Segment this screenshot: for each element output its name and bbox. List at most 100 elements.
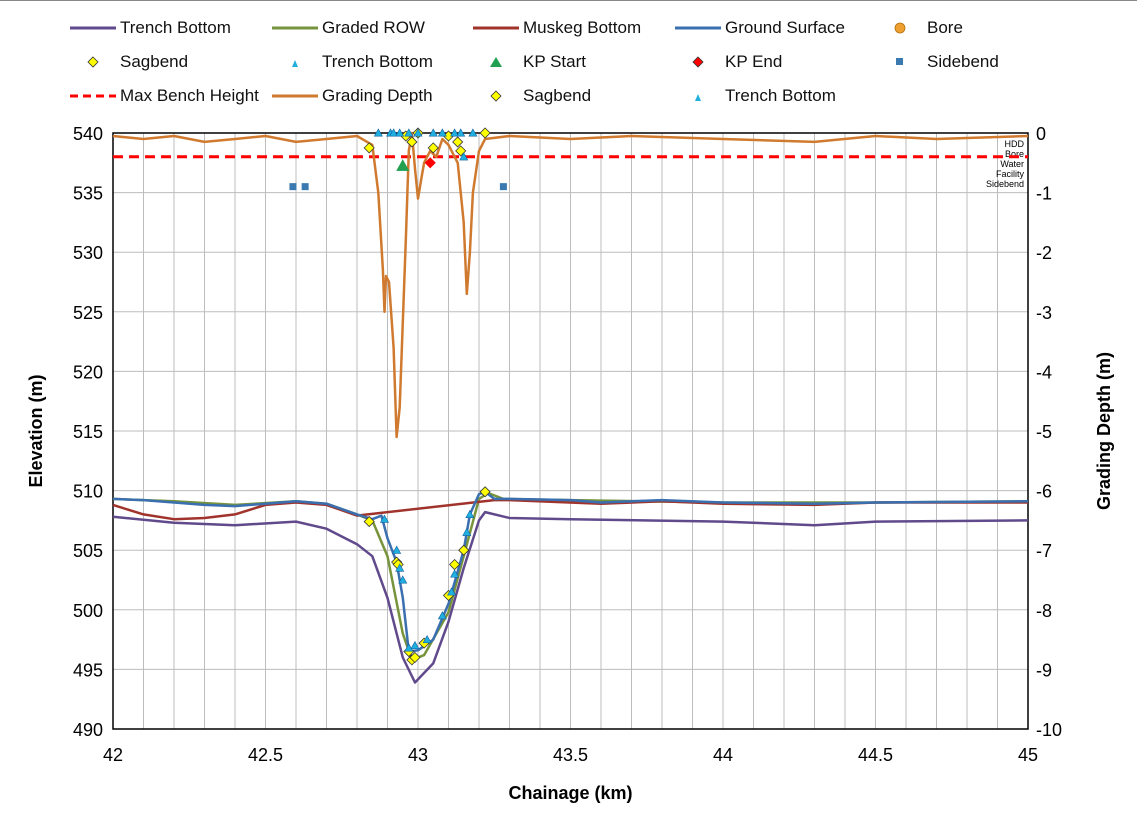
legend-swatch-graded-row	[272, 18, 318, 38]
y2-tick-label: -3	[1036, 303, 1052, 323]
point-trench-bottom	[456, 128, 466, 137]
y2-axis-title: Grading Depth (m)	[1094, 352, 1114, 510]
legend-label: Trench Bottom	[322, 52, 433, 71]
point-trench-bottom	[462, 527, 472, 536]
legend-item-graded-row: Graded ROW	[272, 17, 425, 39]
point-trench-bottom	[395, 563, 405, 572]
y2-tick-label: -10	[1036, 720, 1062, 740]
point-trench-bottom	[373, 128, 383, 137]
legend-item-sidebend: Sidebend	[877, 51, 999, 73]
point-trench-bottom	[389, 128, 399, 137]
legend-swatch-kp-end	[675, 52, 721, 72]
point-trench-bottom	[459, 152, 469, 161]
point-trench-bottom	[392, 545, 402, 554]
legend-label: Sidebend	[927, 52, 999, 71]
y-tick-label: 520	[73, 362, 103, 382]
point-trench-bottom	[404, 643, 414, 652]
y-tick-label: 525	[73, 303, 103, 323]
point-trench-bottom	[404, 128, 414, 137]
point-sidebend	[499, 183, 507, 191]
legend-label: KP End	[725, 52, 783, 71]
legend-label: Sagbend	[120, 52, 189, 71]
legend-swatch-sagbend	[70, 52, 116, 72]
y2-tick-label: -7	[1036, 541, 1052, 561]
legend-item-kp-start: KP Start	[473, 51, 586, 73]
point-trench-bottom	[410, 640, 420, 650]
legend-swatch-trench-bottom	[70, 18, 116, 38]
y2-tick-label: -1	[1036, 184, 1052, 204]
legend-swatch-grading-depth	[272, 86, 318, 106]
legend-swatch-muskeg-bottom	[473, 18, 519, 38]
point-trench-bottom	[437, 611, 447, 620]
legend-item-sagbend: Sagbend	[70, 51, 188, 73]
legend-label: KP Start	[523, 52, 586, 71]
legend-item-ground-surface: Ground Surface	[675, 17, 845, 39]
point-trench-bottom	[468, 128, 478, 137]
point-trench-bottom	[450, 569, 460, 578]
y2-tick-label: -8	[1036, 601, 1052, 621]
x-tick-label: 43	[408, 745, 428, 765]
x-axis-title: Chainage (km)	[508, 783, 632, 803]
point-trench-bottom	[465, 509, 475, 518]
point-kp-end	[424, 157, 436, 169]
legend-label: Graded ROW	[322, 18, 425, 37]
legend-label: Bore	[927, 18, 963, 37]
legend-item-sagbend: Sagbend	[473, 85, 591, 107]
plot-border	[112, 132, 1029, 730]
y-tick-label: 540	[73, 124, 103, 144]
legend-item-trench-bottom: Trench Bottom	[675, 85, 836, 107]
y-tick-label: 510	[73, 482, 103, 502]
annotation-label: Bore	[1005, 149, 1024, 159]
legend-swatch-bore	[877, 18, 923, 38]
legend-item-grading-depth: Grading Depth	[272, 85, 433, 107]
legend-item-muskeg-bottom: Muskeg Bottom	[473, 17, 641, 39]
y-tick-label: 530	[73, 243, 103, 263]
y2-tick-label: -4	[1036, 362, 1052, 382]
y-tick-label: 495	[73, 660, 103, 680]
point-trench-bottom	[395, 128, 405, 137]
y-axis-title: Elevation (m)	[26, 374, 46, 487]
y2-tick-label: 0	[1036, 124, 1046, 144]
y2-tick-label: -5	[1036, 422, 1052, 442]
legend-label: Ground Surface	[725, 18, 846, 37]
point-trench-bottom	[398, 575, 408, 584]
point-sagbend	[458, 544, 470, 556]
point-sagbend	[406, 136, 418, 148]
x-tick-label: 42.5	[248, 745, 283, 765]
y-tick-label: 490	[73, 720, 103, 740]
legend-item-bore: Bore	[877, 17, 963, 39]
x-tick-label: 43.5	[553, 745, 588, 765]
legend-swatch-ground-surface	[675, 18, 721, 38]
legend-swatch-sagbend	[473, 86, 519, 106]
point-sagbend	[363, 516, 375, 528]
x-tick-label: 44.5	[858, 745, 893, 765]
point-sagbend	[452, 136, 464, 148]
x-tick-label: 45	[1018, 745, 1038, 765]
y2-tick-label: -9	[1036, 660, 1052, 680]
legend-item-max-bench-height: Max Bench Height	[70, 85, 259, 107]
y-tick-label: 515	[73, 422, 103, 442]
point-sagbend	[479, 127, 491, 139]
legend-swatch-sidebend	[877, 52, 923, 72]
y-tick-label: 500	[73, 601, 103, 621]
point-trench-bottom	[437, 128, 447, 137]
legend-swatch-kp-start	[473, 52, 519, 72]
point-sidebend	[301, 183, 309, 191]
legend-swatch-trench-bottom	[675, 86, 721, 106]
y2-tick-label: -2	[1036, 243, 1052, 263]
point-sagbend	[479, 486, 491, 498]
annotation-label: Sidebend	[986, 179, 1024, 189]
legend-label: Sagbend	[523, 86, 592, 105]
point-sidebend	[289, 183, 297, 191]
point-trench-bottom	[428, 128, 438, 137]
legend-label: Muskeg Bottom	[523, 18, 642, 37]
annotation-label: Water	[1000, 159, 1024, 169]
series-trench-bottom	[112, 510, 1029, 684]
point-trench-bottom	[450, 128, 460, 137]
legend-swatch-max-bench-height	[70, 86, 116, 106]
annotation-label: Facility	[996, 169, 1025, 179]
y-tick-label: 505	[73, 541, 103, 561]
series-grading-depth	[112, 131, 1029, 439]
legend-label: Trench Bottom	[725, 86, 836, 105]
